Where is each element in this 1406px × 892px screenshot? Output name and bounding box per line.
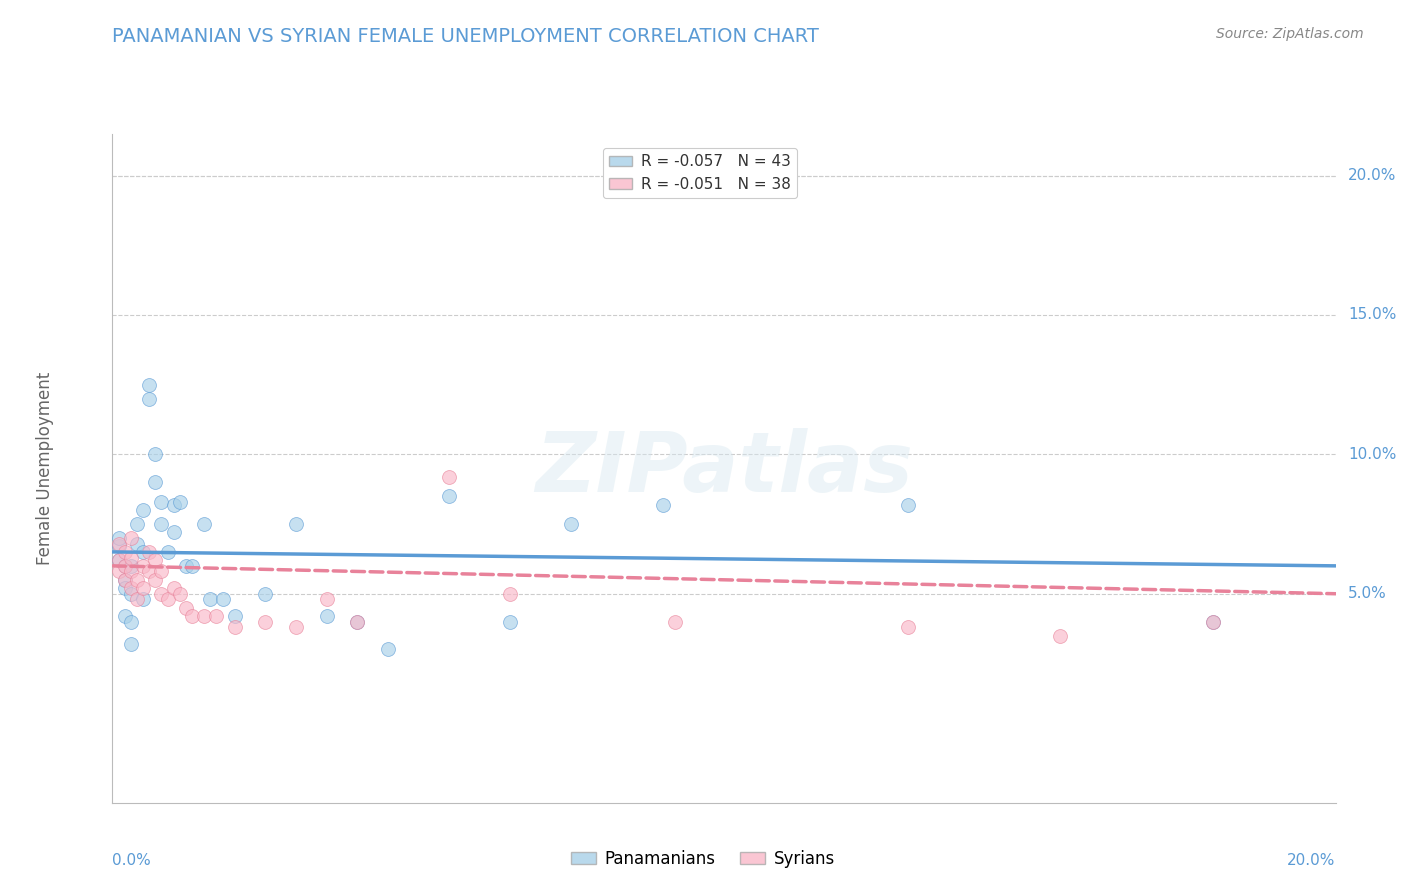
Point — [125, 517, 148, 532]
Point — [114, 573, 136, 587]
Point — [193, 517, 215, 532]
Point — [193, 609, 215, 624]
Point — [346, 615, 368, 629]
Point — [499, 615, 522, 629]
Point — [132, 558, 155, 573]
Text: 5.0%: 5.0% — [1348, 586, 1386, 601]
Point — [125, 592, 148, 607]
Point — [315, 592, 337, 607]
Text: ZIPatlas: ZIPatlas — [536, 428, 912, 508]
Text: 20.0%: 20.0% — [1348, 168, 1396, 183]
Point — [205, 609, 228, 624]
Point — [107, 553, 129, 567]
Point — [143, 447, 166, 461]
Point — [377, 642, 399, 657]
Point — [143, 573, 166, 587]
Point — [138, 545, 160, 559]
Point — [1202, 615, 1225, 629]
Point — [114, 581, 136, 595]
Point — [120, 550, 142, 565]
Point — [156, 592, 179, 607]
Point — [143, 553, 166, 567]
Point — [181, 609, 204, 624]
Point — [163, 525, 186, 540]
Point — [120, 565, 142, 579]
Point — [169, 587, 191, 601]
Point — [132, 581, 155, 595]
Point — [143, 475, 166, 490]
Point — [125, 573, 148, 587]
Point — [181, 558, 204, 573]
Point — [120, 558, 142, 573]
Point — [150, 494, 173, 508]
Point — [138, 565, 160, 579]
Point — [652, 498, 675, 512]
Point — [107, 531, 129, 545]
Point — [174, 558, 197, 573]
Point — [169, 494, 191, 508]
Point — [284, 517, 308, 532]
Point — [107, 565, 129, 579]
Point — [114, 545, 136, 559]
Point — [499, 587, 522, 601]
Text: 0.0%: 0.0% — [112, 853, 152, 868]
Point — [132, 592, 155, 607]
Point — [114, 558, 136, 573]
Point — [163, 498, 186, 512]
Point — [254, 615, 277, 629]
Point — [346, 615, 368, 629]
Text: PANAMANIAN VS SYRIAN FEMALE UNEMPLOYMENT CORRELATION CHART: PANAMANIAN VS SYRIAN FEMALE UNEMPLOYMENT… — [112, 27, 820, 45]
Text: Source: ZipAtlas.com: Source: ZipAtlas.com — [1216, 27, 1364, 41]
Point — [107, 539, 129, 553]
Point — [437, 469, 460, 483]
Point — [114, 609, 136, 624]
Text: 15.0%: 15.0% — [1348, 308, 1396, 323]
Point — [224, 609, 246, 624]
Point — [224, 620, 246, 634]
Point — [120, 587, 142, 601]
Text: 20.0%: 20.0% — [1288, 853, 1336, 868]
Point — [120, 531, 142, 545]
Point — [163, 581, 186, 595]
Point — [107, 536, 129, 550]
Point — [138, 392, 160, 406]
Point — [284, 620, 308, 634]
Point — [211, 592, 233, 607]
Point — [132, 503, 155, 517]
Point — [138, 377, 160, 392]
Point — [132, 545, 155, 559]
Point — [107, 553, 129, 567]
Point — [120, 637, 142, 651]
Text: 10.0%: 10.0% — [1348, 447, 1396, 462]
Point — [1049, 628, 1071, 642]
Point — [125, 536, 148, 550]
Point — [150, 587, 173, 601]
Text: Female Unemployment: Female Unemployment — [37, 372, 55, 565]
Point — [664, 615, 686, 629]
Point — [315, 609, 337, 624]
Point — [120, 615, 142, 629]
Point — [1202, 615, 1225, 629]
Point — [254, 587, 277, 601]
Point — [174, 600, 197, 615]
Point — [150, 517, 173, 532]
Point — [150, 565, 173, 579]
Point — [156, 545, 179, 559]
Point — [897, 620, 920, 634]
Point — [560, 517, 582, 532]
Point — [114, 573, 136, 587]
Point — [114, 558, 136, 573]
Point — [200, 592, 222, 607]
Point — [437, 489, 460, 503]
Legend: R = -0.057   N = 43, R = -0.051   N = 38: R = -0.057 N = 43, R = -0.051 N = 38 — [603, 148, 797, 198]
Point — [897, 498, 920, 512]
Legend: Panamanians, Syrians: Panamanians, Syrians — [564, 844, 842, 875]
Point — [120, 581, 142, 595]
